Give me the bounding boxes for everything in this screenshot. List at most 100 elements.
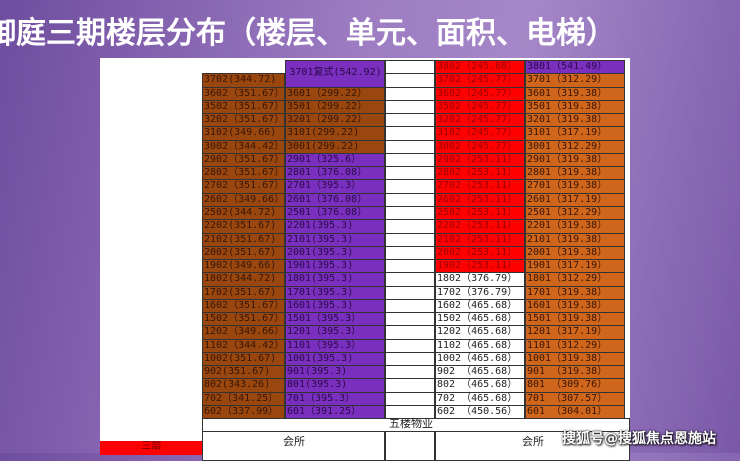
floor-3-label: 三层 <box>100 441 202 455</box>
unit-cell: 3501（319.38） <box>525 99 625 115</box>
unit-cell: 3202（351.67） <box>202 113 285 128</box>
unit-cell: 1702(351.67) <box>202 285 285 300</box>
unit-cell: 902(351.67) <box>202 365 285 380</box>
unit-cell: 1102（465.68） <box>435 338 525 353</box>
unit-cell: 2601（317.19） <box>525 192 625 207</box>
unit-cell: 1902（253.11） <box>435 259 525 274</box>
empty-cell <box>385 126 435 141</box>
unit-cell: 2001（319.38） <box>525 245 625 261</box>
empty-cell <box>385 139 435 154</box>
unit-cell: 2101（319.38） <box>525 232 625 247</box>
empty-cell <box>385 298 435 314</box>
unit-cell: 1901(395.3) <box>285 259 385 274</box>
empty-cell <box>385 285 435 300</box>
unit-cell: 3102(349.66) <box>202 126 285 141</box>
unit-cell: 1802（376.79） <box>435 272 525 287</box>
unit-cell: 601（391.25） <box>285 405 385 420</box>
empty-cell <box>385 73 435 88</box>
unit-cell: 2802（351.67） <box>202 166 285 181</box>
empty-cell <box>385 99 435 115</box>
unit-cell: 1001（319.38） <box>525 351 625 367</box>
unit-cell: 2702（253.11） <box>435 179 525 194</box>
unit-cell: 3001（312.29） <box>525 139 625 154</box>
unit-cell: 3002（344.42） <box>202 139 285 154</box>
unit-cell: 3001(299.22) <box>285 139 385 154</box>
unit-cell: 1502（465.68） <box>435 312 525 327</box>
unit-cell: 1202（349.66） <box>202 325 285 340</box>
empty-cell <box>385 351 435 367</box>
empty-cell <box>385 431 435 461</box>
unit-cell: 2702（351.67） <box>202 179 285 194</box>
unit-cell: 1101（312.29） <box>525 338 625 353</box>
empty-cell <box>385 365 435 380</box>
page-title: 御庭三期楼层分布（楼层、单元、面积、电梯） <box>0 16 616 51</box>
empty-cell <box>385 391 435 407</box>
unit-cell: 1701（319.38） <box>525 285 625 300</box>
unit-cell: 1602（465.68） <box>435 298 525 314</box>
unit-cell: 3702(344.72) <box>202 73 285 88</box>
unit-cell: 1002(351.67) <box>202 351 285 367</box>
unit-cell: 3002（245.77） <box>435 139 525 154</box>
unit-cell: 2601（376.08） <box>285 192 385 207</box>
unit-cell: 3601（299.22） <box>285 86 385 101</box>
unit-cell: 1702（376.79） <box>435 285 525 300</box>
unit-cell: 1101（395.3） <box>285 338 385 353</box>
unit-cell: 2802（253.11） <box>435 166 525 181</box>
unit-cell: 1801(395.3) <box>285 272 385 287</box>
unit-cell: 3201（299.22） <box>285 113 385 128</box>
unit-cell: 1601(395.3) <box>285 298 385 314</box>
unit-cell: 602（337.99） <box>202 405 285 420</box>
unit-cell: 802(343.26) <box>202 378 285 393</box>
empty-cell <box>385 378 435 393</box>
unit-cell: 802 （465.68） <box>435 378 525 393</box>
unit-cell: 3101（317.19） <box>525 126 625 141</box>
unit-cell: 2901（319.38） <box>525 152 625 168</box>
unit-cell: 1501（395.3） <box>285 312 385 327</box>
empty-cell <box>385 325 435 340</box>
unit-cell: 1802(344.72) <box>202 272 285 287</box>
unit-cell: 2602（253.11） <box>435 192 525 207</box>
unit-cell: 801(395.3) <box>285 378 385 393</box>
unit-cell: 2901（325.6） <box>285 152 385 168</box>
empty-cell <box>385 205 435 221</box>
unit-cell: 901 （319.38） <box>525 365 625 380</box>
unit-cell: 2201（319.38） <box>525 219 625 234</box>
unit-cell: 2201(395.3) <box>285 219 385 234</box>
unit-cell: 2501（376.08） <box>285 205 385 221</box>
unit-cell: 3201（319.38） <box>525 113 625 128</box>
unit-cell: 2002（253.11） <box>435 245 525 261</box>
unit-cell: 602 （450.56） <box>435 405 525 420</box>
unit-cell: 1601（319.38） <box>525 298 625 314</box>
empty-cell <box>385 152 435 168</box>
unit-cell: 2902（253.11） <box>435 152 525 168</box>
empty-cell <box>385 232 435 247</box>
unit-cell: 2101(395.3) <box>285 232 385 247</box>
unit-cell: 3202（245.77） <box>435 113 525 128</box>
unit-cell: 1701(395.3) <box>285 285 385 300</box>
empty-cell <box>385 113 435 128</box>
unit-cell: 1902(349.66) <box>202 259 285 274</box>
unit-cell: 1502（351.67） <box>202 312 285 327</box>
watermark: 搜狐号@搜狐焦点恩施站 <box>562 431 716 447</box>
unit-cell: 3501（299.22） <box>285 99 385 115</box>
unit-cell: 2002(351.67) <box>202 245 285 261</box>
unit-cell: 2501（312.29） <box>525 205 625 221</box>
unit-cell: 3602（351.67） <box>202 86 285 101</box>
property-label: 五楼物业 <box>389 418 433 431</box>
unit-cell-duplex: 3701复式(542.92) <box>285 60 385 88</box>
unit-cell: 901(395.3) <box>285 365 385 380</box>
unit-cell: 1201（395.3） <box>285 325 385 340</box>
unit-cell: 1102（344.42） <box>202 338 285 353</box>
unit-cell: 2801（376.08） <box>285 166 385 181</box>
unit-cell: 1202（465.68） <box>435 325 525 340</box>
unit-cell: 3502（245.77） <box>435 99 525 115</box>
unit-cell: 1001(395.3) <box>285 351 385 367</box>
empty-cell <box>385 219 435 234</box>
unit-cell: 1901（317.19） <box>525 259 625 274</box>
unit-cell: 2701（395.3） <box>285 179 385 194</box>
empty-cell <box>385 179 435 194</box>
unit-cell: 3502（351.67） <box>202 99 285 115</box>
unit-cell: 701 （307.57） <box>525 391 625 407</box>
unit-cell: 2602（349.66） <box>202 192 285 207</box>
floor-distribution-sheet: 3701复式(542.92) 3802（245.88） 3801（541.49） 37… <box>100 58 630 461</box>
